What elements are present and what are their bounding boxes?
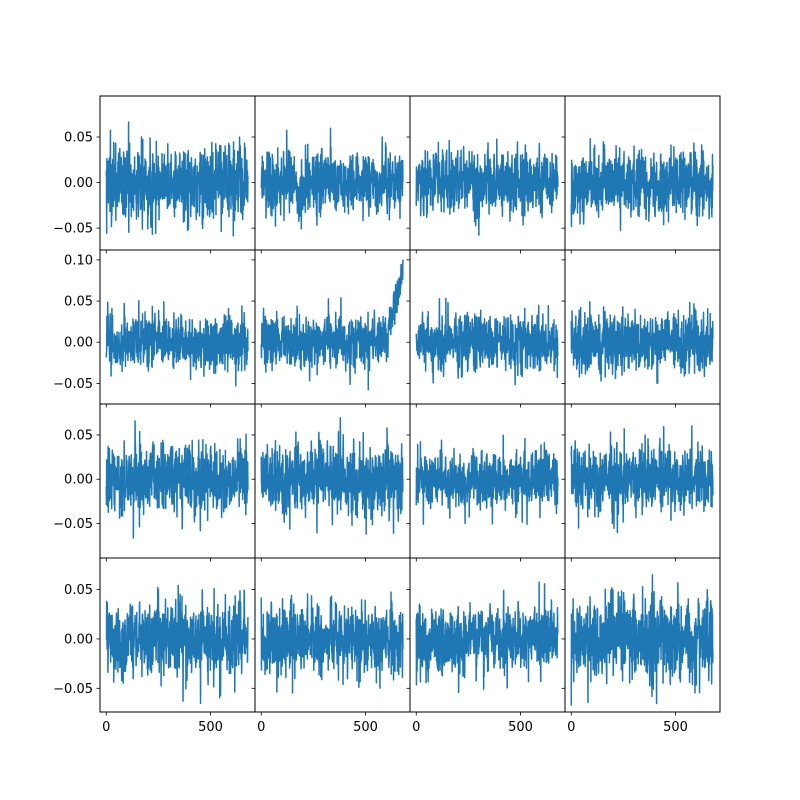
series-line-r2-c3: [570, 425, 714, 534]
xtick-label: 0: [257, 720, 265, 735]
ytick-label: 0.05: [64, 131, 93, 146]
series-line-r1-c0: [105, 300, 249, 387]
series-line-r3-c1: [260, 591, 404, 694]
series-line-r2-c1: [260, 416, 404, 535]
subplot-r3-c3: [561, 557, 721, 716]
series-line-r3-c0: [105, 584, 249, 705]
xtick-label: 500: [663, 720, 688, 735]
series-line-r2-c2: [415, 434, 559, 526]
ytick-label: −0.05: [53, 222, 93, 237]
ytick-label: −0.05: [53, 517, 93, 532]
series-line-r2-c0: [105, 420, 249, 539]
series-line-r0-c1: [260, 127, 404, 230]
series-line-r0-c0: [105, 121, 249, 237]
xtick-label: 0: [567, 720, 575, 735]
series-line-r0-c3: [570, 137, 714, 232]
series-line-r1-c3: [570, 301, 714, 385]
ytick-label: 0.00: [64, 473, 93, 488]
ytick-label: 0.05: [64, 295, 93, 310]
series-line-r1-c2: [415, 297, 559, 386]
series-line-r3-c3: [570, 574, 714, 706]
ytick-label: −0.05: [53, 682, 93, 697]
xtick-label: 500: [198, 720, 223, 735]
xtick-label: 500: [508, 720, 533, 735]
ytick-label: 0.10: [64, 253, 93, 268]
series-line-r0-c2: [415, 138, 559, 236]
xtick-label: 500: [353, 720, 378, 735]
ytick-label: 0.00: [64, 632, 93, 647]
ytick-label: 0.00: [64, 336, 93, 351]
ytick-label: −0.05: [53, 377, 93, 392]
xtick-label: 0: [412, 720, 420, 735]
series-line-r3-c2: [415, 581, 559, 694]
axes-frame-r3-c3: [564, 557, 721, 713]
tick-labels-layer: −0.05 0.00 0.05 −0.05 0.00 0.05 0.10 −0.05 0.00 0…: [53, 131, 688, 735]
series-line-r1-c1: [260, 259, 404, 391]
xtick-label: 0: [102, 720, 110, 735]
ytick-label: 0.05: [64, 583, 93, 598]
panels-layer: [96, 95, 721, 716]
ytick-label: 0.00: [64, 176, 93, 191]
ytick-label: 0.05: [64, 428, 93, 443]
